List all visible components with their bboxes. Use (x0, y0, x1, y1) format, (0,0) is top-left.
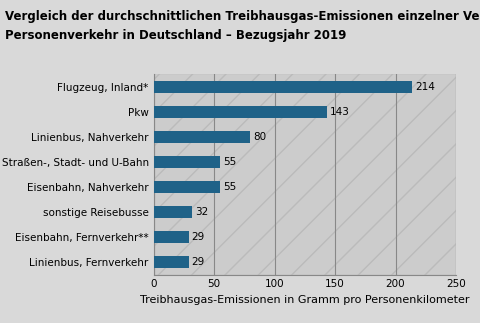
Bar (154, 156, 220, 168)
Bar (154, 206, 192, 218)
Text: 29: 29 (192, 257, 205, 267)
Text: 32: 32 (195, 207, 209, 217)
Bar (154, 106, 326, 118)
X-axis label: Treibhausgas-Emissionen in Gramm pro Personenkilometer: Treibhausgas-Emissionen in Gramm pro Per… (140, 295, 469, 305)
Text: Vergleich der durchschnittlichen Treibhausgas-Emissionen einzelner Verkehrsmitte: Vergleich der durchschnittlichen Treibha… (5, 10, 480, 23)
Bar (154, 256, 189, 268)
Text: 143: 143 (330, 107, 349, 117)
Bar (154, 231, 189, 243)
Bar (154, 181, 220, 193)
Text: Personenverkehr in Deutschland – Bezugsjahr 2019: Personenverkehr in Deutschland – Bezugsj… (5, 29, 346, 42)
Bar (154, 130, 251, 143)
Text: 214: 214 (416, 82, 435, 92)
Text: 55: 55 (223, 157, 237, 167)
Text: 55: 55 (223, 182, 237, 192)
Text: 80: 80 (253, 132, 266, 142)
Bar (154, 80, 412, 93)
Text: 29: 29 (192, 232, 205, 242)
